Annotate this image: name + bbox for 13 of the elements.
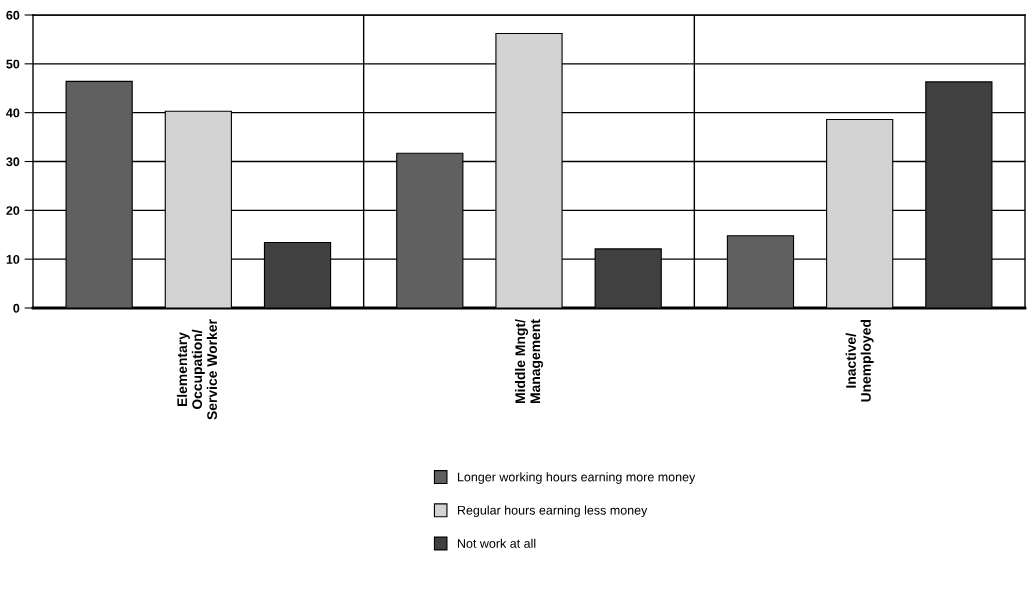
y-tick-label: 60 [6,10,20,20]
y-tick-label: 20 [6,206,20,215]
legend-label: Regular hours earning less money [457,505,648,518]
x-tick-label: Elementary Occupation/ Service Worker [176,319,218,420]
y-tick-label: 40 [6,108,20,118]
y-tick-label: 50 [6,59,20,69]
legend-label: Not work at all [457,538,536,548]
y-tick-label: 0 [13,303,20,313]
y-tick-label: 10 [6,254,20,264]
x-tick-label: Inactive/ Unemployed [845,320,874,402]
x-tick-label: Middle Mngt/ Management [514,319,544,404]
legend-label: Longer working hours earning more money [457,472,696,484]
y-tick-label: 30 [6,157,20,167]
